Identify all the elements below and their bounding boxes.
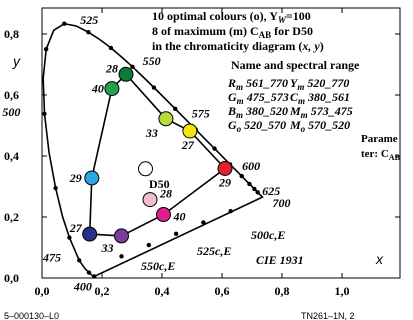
header-line-3: in the chromaticity diagram (x, y) <box>152 39 324 53</box>
x-tick-label: 0,4 <box>155 284 170 298</box>
x-axis-label: x <box>375 251 384 267</box>
name-range-entry: Bm 380_520 <box>227 104 288 120</box>
parameter-line-2: ter: CAB <box>361 148 401 162</box>
colour-point-label: 29 <box>218 176 231 190</box>
locus-tick-dot <box>86 30 91 35</box>
locus-tick-dot <box>173 231 179 236</box>
colour-point <box>156 207 171 223</box>
white-point-label: D50 <box>149 177 170 191</box>
colour-point <box>182 123 198 139</box>
header-line-1: 10 optimal colours (o), YW=100 <box>152 9 311 25</box>
locus-label-525: 525 <box>80 13 98 27</box>
x-tick-label: 0,8 <box>275 284 290 298</box>
colour-point <box>217 161 233 177</box>
locus-tick-dot <box>108 45 114 51</box>
colour-point <box>104 81 120 97</box>
locus-label-400: 400 <box>73 279 92 293</box>
x-tick-label: 0,2 <box>95 284 110 298</box>
plot-frame <box>41 7 401 279</box>
spectral-locus <box>42 21 264 279</box>
axis-ticks <box>41 8 400 279</box>
name-range-entry: Ym 520_770 <box>290 76 349 92</box>
colour-point-label: 29 <box>69 171 82 185</box>
purple-line-label-550: 550c,E <box>141 259 175 273</box>
locus-tick-dot <box>62 21 67 26</box>
optimal-colour-polygon <box>88 73 227 237</box>
locus-tick-dot <box>130 64 135 70</box>
y-tick-label: 0,8 <box>4 27 19 41</box>
locus-label-500: 500 <box>2 105 20 119</box>
locus-tick-dot <box>43 46 49 52</box>
locus-tick-dot <box>119 254 124 259</box>
footer-right: TN261–1N, 2 <box>301 311 355 320</box>
colour-point <box>158 111 174 127</box>
locus-tick-dot <box>92 274 97 279</box>
locus-tick-dot <box>255 190 260 195</box>
name-range-entry: Gm 475_573 <box>228 90 289 106</box>
locus-tick-dot <box>67 235 72 240</box>
locus-tick-dot <box>146 242 151 248</box>
colour-point <box>82 226 98 242</box>
name-range-entry: Mo 570_520 <box>289 118 350 134</box>
y-tick-label: 0,4 <box>4 149 19 163</box>
colour-point-label: 40 <box>91 82 104 96</box>
locus-label-575: 575 <box>192 106 210 120</box>
locus-tick-dot <box>53 185 58 191</box>
name-range-entry: Mm 573_475 <box>289 104 353 120</box>
tick-labels: 0,0 0,2 0,4 0,6 0,8 1,0 0,0 0,2 0,4 0,6 0,8 <box>4 27 350 298</box>
colour-point <box>114 228 129 244</box>
locus-tick-dot <box>42 111 47 116</box>
locus-tick-dot <box>77 258 82 263</box>
locus-label-700: 700 <box>273 196 291 210</box>
locus-tick-dot <box>212 146 217 151</box>
purple-line-label-525: 525c,E <box>197 244 231 258</box>
colour-point <box>118 66 134 82</box>
colour-point <box>142 192 158 208</box>
x-tick-label: 1,0 <box>335 284 350 298</box>
colour-point <box>84 170 100 186</box>
locus-tick-dot <box>173 106 178 112</box>
colour-point <box>138 161 153 177</box>
locus-tick-dot <box>228 209 233 214</box>
locus-tick-dot <box>247 181 252 187</box>
locus-label-475: 475 <box>42 250 61 264</box>
colour-point-label: 33 <box>145 126 158 140</box>
parameter-line-1: Parame <box>361 133 398 145</box>
header-line-2: 8 of maximum (m) CAB for D50 <box>152 24 313 40</box>
x-tick-label: 0,6 <box>215 284 230 298</box>
colour-point-label: 27 <box>69 221 83 235</box>
colour-point-label: 27 <box>181 138 195 152</box>
name-range-entry: Cm 380_561 <box>290 90 350 106</box>
colour-point-label: 33 <box>101 241 114 255</box>
name-range-entry: Go 520_570 <box>228 118 286 134</box>
colour-point-label: 28 <box>159 187 172 201</box>
cie-label: CIE 1931 <box>256 253 304 267</box>
colour-point-label: 28 <box>105 61 118 75</box>
y-tick-label: 0,2 <box>4 210 19 224</box>
y-tick-label: 0,0 <box>4 271 19 285</box>
y-tick-label: 0,6 <box>4 88 19 102</box>
locus-label-625: 625 <box>262 184 280 198</box>
locus-label-600: 600 <box>242 159 260 173</box>
locus-tick-dot <box>239 173 244 179</box>
polygon-line <box>88 73 227 237</box>
locus-tick-dot <box>151 85 157 90</box>
purple-line-label-500: 500c,E <box>251 228 285 242</box>
locus-tick-dot <box>86 270 92 275</box>
footer-left: 5–000130–L0 <box>4 311 59 320</box>
colour-point-label: 40 <box>173 210 186 224</box>
locus-tick-dot <box>252 186 257 192</box>
name-range-title: Name and spectral range <box>231 58 360 72</box>
locus-label-550: 550 <box>143 54 161 68</box>
y-axis-label: y <box>12 53 21 69</box>
name-range-entry: Rm 561_770 <box>227 76 288 92</box>
x-tick-label: 0,0 <box>35 284 50 298</box>
locus-tick-dot <box>201 220 206 225</box>
